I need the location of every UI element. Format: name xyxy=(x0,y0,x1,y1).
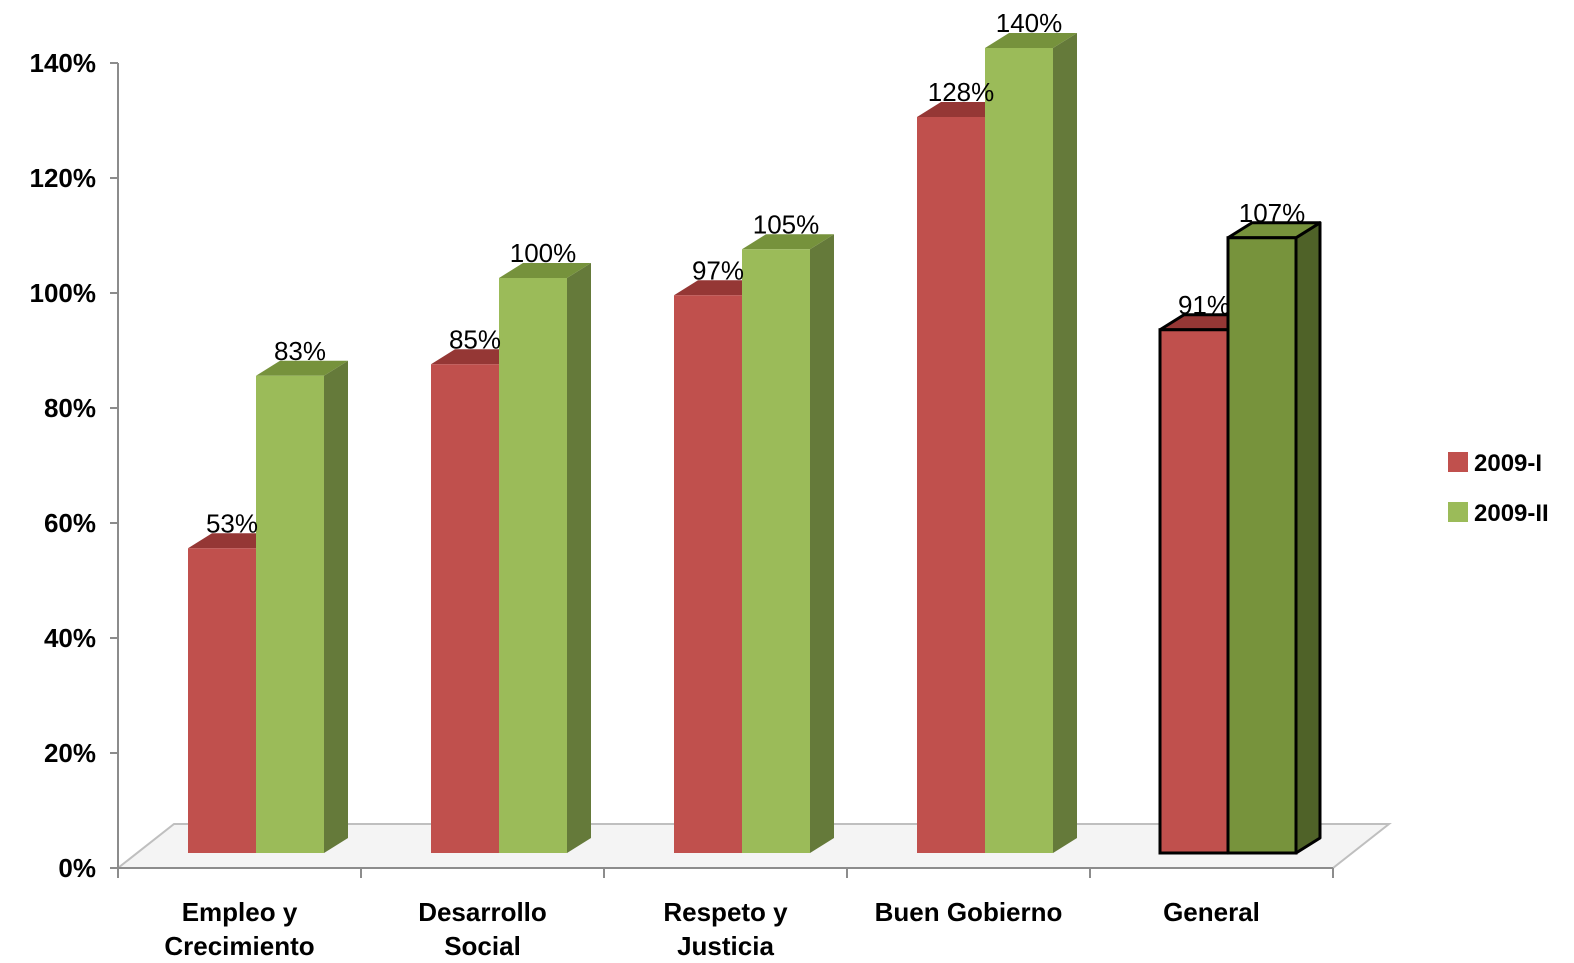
category-label-respeto-y-justicia: Respeto y Justicia xyxy=(663,897,788,961)
bar-empleo-y-crecimiento-2009-ii xyxy=(256,375,324,853)
legend-label-2009-ii: 2009-II xyxy=(1474,500,1549,527)
data-label-general-2009-ii: 107% xyxy=(1239,198,1306,228)
data-label-empleo-y-crecimiento-2009-i: 53% xyxy=(206,508,258,538)
data-label-general-2009-i: 91% xyxy=(1178,290,1230,320)
axes: 0% 20% 40% 60% 80% 100% 120% 140% xyxy=(30,48,1334,883)
y-tick-label: 80% xyxy=(44,393,96,423)
bar-general-2009-ii xyxy=(1226,236,1298,855)
bar-buen-gobierno-2009-ii xyxy=(985,48,1053,853)
category-label-desarrollo-social: Desarrollo Social xyxy=(418,897,547,961)
data-label-desarrollo-social-2009-ii: 100% xyxy=(510,238,577,268)
data-label-empleo-y-crecimiento-2009-ii: 83% xyxy=(274,336,326,366)
legend-swatch-2009-ii xyxy=(1448,502,1468,522)
bars xyxy=(188,33,1322,855)
category-label-general: General xyxy=(1163,897,1260,927)
y-tick-label: 60% xyxy=(44,508,96,538)
legend-label-2009-i: 2009-I xyxy=(1474,450,1542,477)
y-tick-label: 20% xyxy=(44,738,96,768)
bar-desarrollo-social-2009-ii-top xyxy=(499,263,591,278)
y-tick-label: 100% xyxy=(30,278,97,308)
y-tick-label: 0% xyxy=(58,853,96,883)
bar-desarrollo-social-2009-ii xyxy=(499,278,567,853)
data-label-respeto-y-justicia-2009-ii: 105% xyxy=(753,209,820,239)
bar-respeto-y-justicia-2009-ii-side xyxy=(810,234,834,853)
bar-empleo-y-crecimiento-2009-ii-top xyxy=(256,360,348,376)
data-label-buen-gobierno-2009-i: 128% xyxy=(928,77,995,107)
category-label-buen-gobierno: Buen Gobierno xyxy=(875,897,1063,927)
bar-empleo-y-crecimiento-2009-ii-side xyxy=(324,360,348,853)
bar-empleo-y-crecimiento-2009-i xyxy=(188,548,256,853)
y-tick-label: 140% xyxy=(30,48,97,78)
legend-swatch-2009-i xyxy=(1448,452,1468,472)
data-label-desarrollo-social-2009-i: 85% xyxy=(449,324,501,354)
bar-respeto-y-justicia-2009-ii xyxy=(742,249,810,853)
data-label-buen-gobierno-2009-ii: 140% xyxy=(996,8,1063,38)
bar-desarrollo-social-2009-i xyxy=(431,364,499,853)
data-label-respeto-y-justicia-2009-i: 97% xyxy=(692,255,744,285)
bar-general-2009-i xyxy=(1158,328,1230,855)
labels: 53% 83% Empleo y Crecimiento 85% 100% Desarrol… xyxy=(164,8,1305,961)
bar-respeto-y-justicia-2009-i xyxy=(674,295,742,853)
category-label-empleo-y-crecimiento: Empleo y Crecimiento xyxy=(164,897,314,961)
y-tick-label: 120% xyxy=(30,163,97,193)
bar-buen-gobierno-2009-i xyxy=(917,117,985,853)
bar-buen-gobierno-2009-ii-side xyxy=(1053,33,1077,853)
bar-buen-gobierno-2009-ii-top xyxy=(985,33,1077,48)
bar-general-2009-ii-side xyxy=(1294,221,1322,855)
legend: 2009-I 2009-II xyxy=(1448,450,1549,527)
bar-respeto-y-justicia-2009-ii-top xyxy=(742,234,834,250)
y-tick-label: 40% xyxy=(44,623,96,653)
bar-desarrollo-social-2009-ii-side xyxy=(567,263,591,853)
